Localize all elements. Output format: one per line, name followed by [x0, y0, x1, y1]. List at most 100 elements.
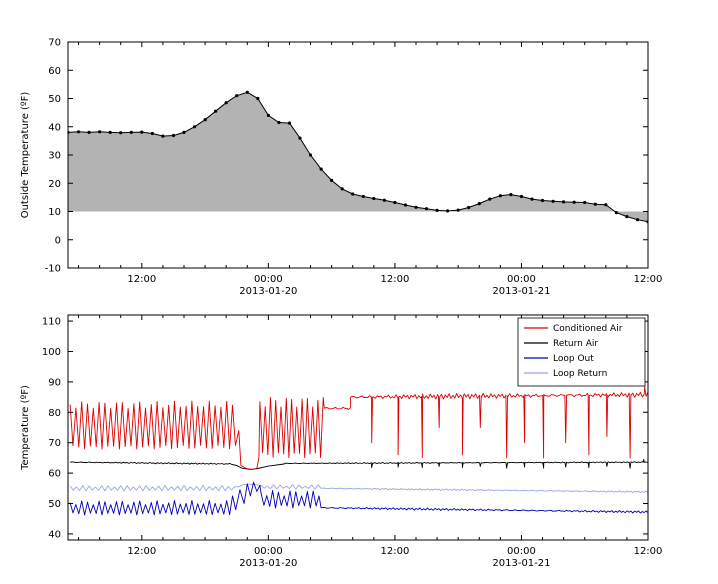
y-tick-label: 50	[48, 94, 61, 105]
x-tick-label: 12:00	[634, 546, 663, 557]
x-tick-label: 00:00	[254, 274, 283, 285]
x-tick-label: 12:00	[380, 274, 409, 285]
data-point-marker	[467, 205, 471, 210]
data-point-marker	[477, 202, 481, 206]
data-point-marker	[235, 94, 239, 98]
x-date-label: 2013-01-21	[492, 558, 550, 569]
data-point-marker	[456, 208, 460, 212]
plot-area	[69, 386, 648, 516]
data-point-marker	[330, 178, 334, 182]
data-point-marker	[562, 200, 566, 204]
y-tick-label: 50	[48, 499, 61, 510]
data-point-marker	[519, 194, 524, 199]
legend-box	[517, 317, 646, 387]
data-point-marker	[340, 187, 344, 191]
data-point-marker	[625, 215, 629, 219]
data-point-marker	[319, 167, 323, 171]
data-point-marker	[414, 205, 418, 209]
data-point-marker	[203, 118, 207, 122]
data-point-marker	[287, 121, 292, 125]
plot-area	[68, 90, 648, 224]
x-date-label: 2013-01-20	[239, 558, 297, 569]
temperature-area-fill	[68, 92, 648, 222]
data-point-marker	[604, 203, 608, 207]
x-tick-label: 12:00	[127, 274, 156, 285]
y-axis-label: Temperature (ºF)	[20, 385, 31, 471]
data-point-marker	[583, 200, 587, 205]
data-point-marker	[551, 199, 555, 203]
data-point-marker	[224, 101, 228, 105]
data-point-marker	[382, 198, 386, 202]
y-tick-label: 70	[48, 438, 61, 449]
data-point-marker	[498, 194, 502, 198]
temperature-line	[68, 91, 648, 223]
data-point-marker	[129, 130, 133, 134]
data-point-marker	[214, 109, 218, 113]
data-point-marker	[298, 136, 302, 140]
x-tick-label: 12:00	[380, 546, 409, 557]
series-loop-return	[69, 483, 648, 494]
data-point-marker	[351, 192, 355, 196]
data-point-marker	[540, 198, 545, 203]
data-point-marker	[182, 130, 186, 134]
data-point-marker	[140, 130, 144, 134]
data-point-marker	[87, 130, 91, 134]
data-point-marker	[256, 96, 260, 101]
data-point-marker	[245, 90, 249, 94]
series-loop-out	[69, 481, 648, 516]
y-tick-label: 80	[48, 408, 61, 419]
data-point-marker	[266, 113, 270, 117]
y-tick-label: 0	[55, 235, 61, 246]
data-point-marker	[308, 153, 313, 157]
data-point-marker	[435, 208, 439, 212]
data-point-marker	[593, 202, 597, 206]
y-tick-label: 10	[48, 207, 61, 218]
y-tick-label: 100	[42, 347, 61, 358]
x-date-label: 2013-01-21	[492, 286, 550, 297]
data-point-marker	[509, 193, 513, 197]
x-tick-label: 00:00	[254, 546, 283, 557]
x-date-label: 2013-01-20	[239, 286, 297, 297]
x-tick-label: 00:00	[507, 274, 536, 285]
y-tick-label: 110	[42, 317, 61, 328]
data-point-marker	[119, 131, 123, 135]
series-return-air	[70, 458, 648, 470]
data-point-marker	[161, 134, 165, 138]
data-point-marker	[635, 218, 640, 222]
x-tick-label: 12:00	[634, 274, 663, 285]
outside-temperature-chart: 12:00 00:00 12:00 00:00 12:00 2013-01-20 2013-…	[20, 38, 662, 298]
data-point-marker	[446, 209, 450, 213]
legend-label: Return Air	[553, 339, 598, 349]
data-point-marker	[192, 125, 197, 129]
data-point-marker	[403, 203, 408, 207]
legend-label: Loop Return	[553, 369, 607, 379]
data-point-marker	[361, 194, 365, 199]
data-point-marker	[488, 197, 492, 201]
data-point-marker	[530, 197, 534, 201]
y-tick-label: 40	[48, 122, 61, 133]
y-tick-label: 40	[48, 529, 61, 540]
y-tick-label: 70	[48, 38, 61, 49]
data-point-marker	[150, 131, 154, 136]
axes-frame	[67, 314, 649, 541]
data-point-marker	[393, 200, 397, 205]
data-point-marker	[614, 211, 619, 215]
data-point-marker	[277, 120, 281, 125]
data-point-marker	[572, 200, 576, 204]
y-tick-label: 90	[48, 377, 61, 388]
data-point-marker	[76, 130, 81, 134]
x-tick-label: 00:00	[507, 546, 536, 557]
legend-label: Loop Out	[553, 354, 594, 364]
series-conditioned-air	[69, 386, 648, 470]
data-point-marker	[171, 133, 176, 138]
y-tick-label: 20	[48, 179, 61, 190]
y-tick-label: 30	[48, 151, 61, 162]
data-point-marker	[424, 207, 429, 211]
data-point-marker	[372, 196, 376, 201]
x-tick-label: 12:00	[127, 546, 156, 557]
y-tick-label: 60	[48, 66, 61, 77]
y-axis-label: Outside Temperature (ºF)	[20, 92, 31, 219]
data-point-marker	[98, 130, 102, 134]
